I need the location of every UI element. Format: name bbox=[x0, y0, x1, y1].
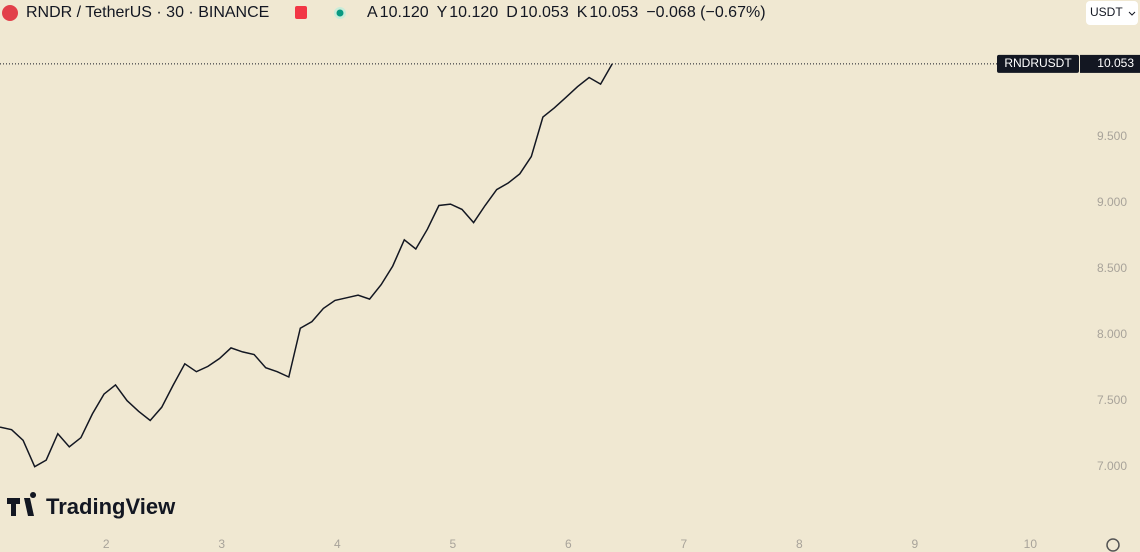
x-tick-label: 5 bbox=[449, 537, 456, 551]
x-tick-label: 4 bbox=[334, 537, 341, 551]
ohlc-key: Y bbox=[437, 4, 448, 21]
y-tick-label: 7.000 bbox=[1097, 459, 1127, 473]
symbol-logo bbox=[2, 5, 18, 21]
change-value: −0.068 (−0.67%) bbox=[646, 4, 765, 21]
price-tag bbox=[1080, 54, 1140, 73]
x-tick-label: 10 bbox=[1024, 537, 1038, 551]
symbol-tag bbox=[997, 54, 1079, 73]
ohlc-key: A bbox=[367, 4, 378, 21]
x-tick-label: 8 bbox=[796, 537, 803, 551]
ohlc-legend: A 10.120 Y 10.120 D 10.053 K 10.053 −0.068 (−0.6… bbox=[367, 4, 766, 21]
y-tick-label: 8.500 bbox=[1097, 261, 1127, 275]
ohlc-value: 10.053 bbox=[589, 4, 638, 21]
ohlc-value: 10.053 bbox=[520, 4, 569, 21]
brand-logo: TradingView bbox=[7, 492, 176, 519]
x-tick-label: 9 bbox=[911, 537, 918, 551]
y-tick-label: 9.500 bbox=[1097, 129, 1127, 143]
x-tick-label: 2 bbox=[103, 537, 110, 551]
y-tick-label: 7.500 bbox=[1097, 393, 1127, 407]
x-tick-label: 7 bbox=[680, 537, 687, 551]
flag-icon[interactable] bbox=[295, 6, 307, 19]
brand-icon bbox=[7, 492, 37, 516]
symbol-tag-label: RNDRUSDT bbox=[1004, 56, 1072, 70]
ohlc-value: 10.120 bbox=[380, 4, 429, 21]
ohlc-key: D bbox=[506, 4, 518, 21]
x-tick-label: 3 bbox=[218, 537, 225, 551]
symbol-title[interactable]: RNDR / TetherUS · 30 · BINANCE bbox=[26, 4, 269, 21]
settings-icon[interactable] bbox=[1106, 538, 1120, 552]
currency-label[interactable]: USDT bbox=[1090, 5, 1123, 19]
price-tag-label: 10.053 bbox=[1097, 56, 1134, 70]
ohlc-value: 10.120 bbox=[449, 4, 498, 21]
x-tick-label: 6 bbox=[565, 537, 572, 551]
plot: 7.000 7.500 8.000 8.500 9.000 9.500 2 3 4 5 6 7 8 9 10… bbox=[0, 54, 1140, 551]
price-line bbox=[0, 63, 613, 468]
y-tick-label: 9.000 bbox=[1097, 195, 1127, 209]
y-tick-label: 8.000 bbox=[1097, 327, 1127, 341]
ohlc-key: K bbox=[577, 4, 588, 21]
status-dot bbox=[336, 9, 344, 17]
currency-button[interactable] bbox=[1086, 1, 1138, 25]
dropdown-arrow bbox=[1128, 11, 1136, 16]
brand-name: TradingView bbox=[46, 494, 176, 519]
